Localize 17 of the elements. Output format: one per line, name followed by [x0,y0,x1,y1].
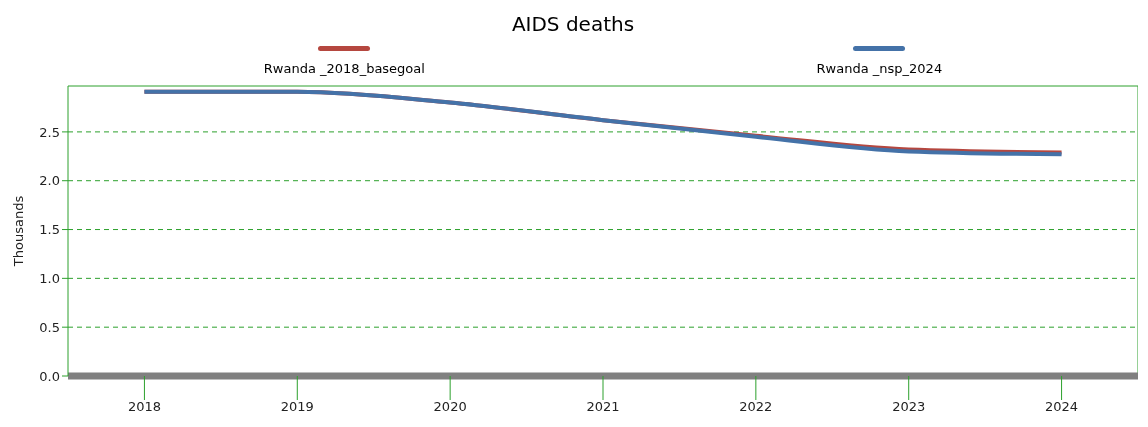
y-tick-label: 2.5 [39,124,60,140]
y-tick-label: 0.0 [39,368,60,384]
legend-label: Rwanda _2018_basegoal [263,61,425,76]
x-tick-label: 2020 [433,399,467,415]
legend-label: Rwanda _nsp_2024 [816,61,943,76]
y-tick-label: 1.0 [39,270,60,286]
x-tick-label: 2023 [892,399,926,415]
y-tick-label: 0.5 [39,319,60,335]
x-tick-label: 2019 [280,399,314,415]
chart-title: AIDS deaths [510,11,636,38]
x-tick-label: 2021 [586,399,620,415]
y-tick-label: 2.0 [39,173,60,189]
x-tick-label: 2024 [1045,399,1079,415]
x-tick-label: 2018 [127,399,161,415]
y-tick-label: 1.5 [39,222,60,238]
x-tick-label: 2022 [739,399,773,415]
y-axis-title: Thousands [10,195,26,268]
